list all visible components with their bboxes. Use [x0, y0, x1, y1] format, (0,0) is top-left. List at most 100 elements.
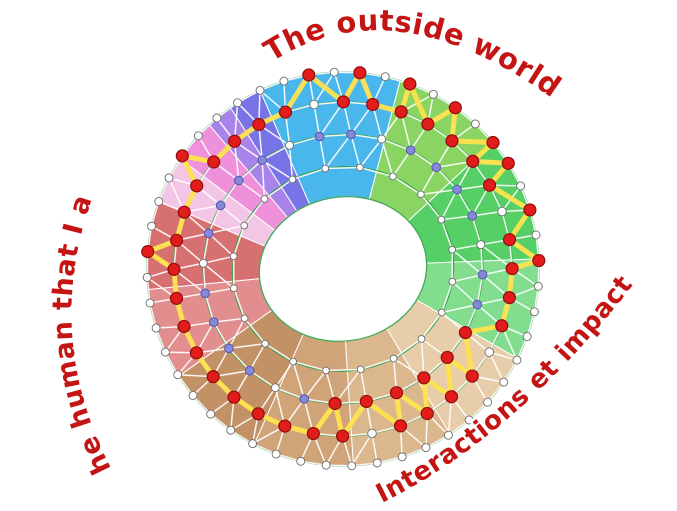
mesh-edge: [451, 248, 454, 283]
active-node: [466, 154, 480, 168]
mesh-edge: [238, 159, 263, 182]
mesh-edge: [291, 167, 327, 181]
mesh-edge: [243, 198, 266, 227]
mesh-edge: [392, 175, 422, 196]
active-node: [175, 149, 189, 163]
mesh-edge: [274, 360, 294, 389]
active-node: [190, 179, 204, 193]
mesh-edge: [451, 273, 484, 283]
milestone-node: [240, 314, 249, 323]
inner-node: [477, 269, 488, 280]
active-node: [359, 394, 373, 409]
active-node: [306, 426, 320, 441]
milestone-node: [270, 383, 280, 393]
milestone-node: [261, 339, 269, 348]
milestone-node: [417, 335, 426, 343]
active-node: [336, 429, 350, 443]
active-node: [505, 262, 519, 276]
mesh-edge: [380, 138, 394, 178]
mesh-edge: [219, 204, 245, 227]
active-node: [177, 319, 191, 334]
active-node: [486, 135, 500, 150]
mesh-edge: [420, 311, 443, 340]
milestone-node: [522, 332, 532, 341]
mesh-edge: [359, 357, 395, 371]
inner-node: [244, 365, 255, 376]
mesh-edge: [303, 369, 327, 400]
mesh-edge: [420, 193, 443, 221]
milestone-node: [448, 277, 457, 286]
milestone-node: [285, 140, 294, 150]
mesh-edge: [440, 218, 453, 251]
active-node: [502, 233, 517, 247]
active-node: [252, 117, 266, 132]
milestone-node: [322, 366, 330, 375]
milestone-node: [483, 397, 493, 407]
milestone-node: [484, 347, 495, 357]
mesh-edge: [324, 166, 361, 170]
mesh-edge: [232, 255, 235, 290]
milestone-node: [309, 99, 319, 110]
milestone-node: [516, 181, 526, 191]
mesh-edge: [324, 133, 352, 170]
active-node: [169, 291, 184, 305]
milestone-node: [160, 347, 170, 357]
milestone-node: [377, 134, 387, 144]
milestone-node: [151, 323, 161, 333]
mesh-edge: [313, 103, 321, 138]
mesh-edge: [204, 292, 215, 323]
active-node: [482, 178, 497, 192]
mesh-edge: [243, 317, 266, 345]
mesh-edge: [264, 342, 294, 363]
milestone-node: [154, 197, 164, 206]
milestone-node: [347, 461, 357, 471]
active-node: [227, 134, 242, 148]
milestone-node: [164, 173, 174, 183]
mesh-edge: [451, 243, 482, 251]
milestone-node: [198, 258, 208, 268]
milestone-node: [271, 449, 281, 459]
active-node: [458, 326, 473, 340]
mesh-edge: [202, 232, 210, 265]
inner-node: [431, 162, 442, 173]
active-node: [251, 407, 265, 421]
mesh-edge: [350, 133, 383, 140]
mesh-edge: [471, 215, 482, 246]
milestone-node: [288, 175, 297, 184]
milestone-node: [470, 119, 480, 129]
active-node: [394, 105, 408, 119]
mesh-edge: [480, 243, 484, 276]
active-node: [169, 233, 184, 247]
inner-node: [467, 211, 478, 221]
mesh-edge: [248, 369, 277, 389]
milestone-node: [389, 354, 398, 363]
milestone-node: [321, 164, 330, 173]
inner-node: [405, 145, 416, 156]
inner-node: [208, 317, 219, 327]
active-node: [448, 101, 462, 115]
milestone-node: [356, 365, 365, 374]
mesh-edge: [228, 347, 251, 372]
milestone-node: [142, 272, 152, 282]
mesh-edge: [318, 135, 327, 170]
mesh-edge: [420, 188, 458, 196]
mesh-edge: [392, 149, 412, 178]
mesh-edge: [441, 303, 479, 314]
mesh-edge: [359, 166, 394, 178]
mesh-edge: [350, 432, 373, 467]
milestone-node: [173, 370, 183, 380]
active-node: [141, 245, 155, 259]
active-node: [177, 205, 191, 219]
mesh-edge: [318, 133, 352, 138]
milestone-node: [289, 357, 297, 366]
milestone-node: [206, 409, 216, 419]
inner-node: [224, 343, 234, 354]
mesh-edge: [476, 273, 484, 306]
active-node: [389, 386, 404, 400]
milestone-node: [279, 76, 289, 86]
milestone-node: [476, 240, 486, 250]
inner-node: [314, 131, 325, 142]
milestone-node: [321, 460, 331, 470]
inner-node: [215, 200, 226, 211]
